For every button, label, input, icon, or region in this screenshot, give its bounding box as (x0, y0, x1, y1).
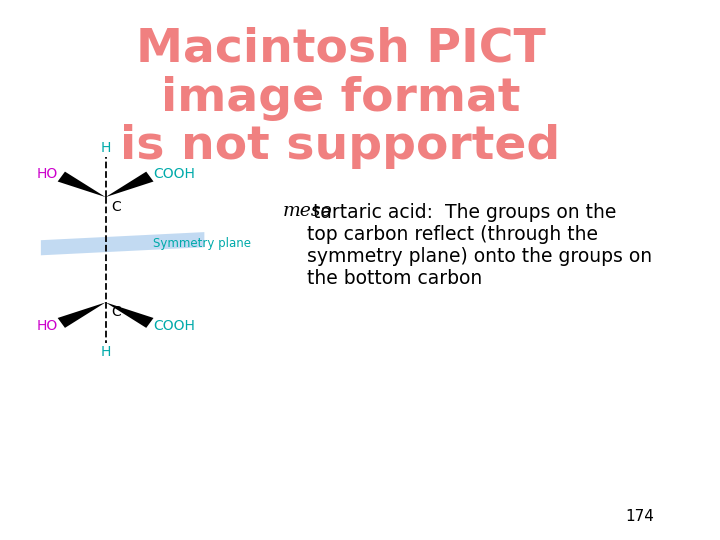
Text: COOH: COOH (153, 319, 195, 333)
Text: Symmetry plane: Symmetry plane (153, 237, 251, 250)
Text: H: H (100, 345, 111, 359)
Text: 174: 174 (625, 509, 654, 524)
Text: H: H (100, 141, 111, 155)
Text: C: C (111, 200, 121, 214)
Text: is not supported: is not supported (120, 124, 561, 169)
Text: image format: image format (161, 76, 521, 120)
Polygon shape (58, 302, 106, 328)
Text: tartaric acid:  The groups on the
top carbon reflect (through the
symmetry plane: tartaric acid: The groups on the top car… (307, 202, 652, 287)
Text: Macintosh PICT: Macintosh PICT (136, 27, 546, 72)
Text: C: C (111, 305, 121, 319)
Polygon shape (41, 232, 204, 255)
Polygon shape (58, 172, 106, 197)
Text: meso: meso (283, 202, 333, 220)
Polygon shape (106, 172, 153, 197)
Text: HO: HO (37, 319, 58, 333)
Text: COOH: COOH (153, 167, 195, 181)
Polygon shape (106, 302, 153, 328)
Text: HO: HO (37, 167, 58, 181)
